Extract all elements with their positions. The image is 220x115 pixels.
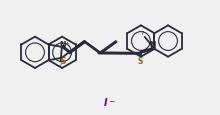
Text: N: N bbox=[149, 41, 156, 50]
Text: N: N bbox=[59, 40, 66, 49]
Text: S: S bbox=[60, 56, 66, 65]
Text: I: I bbox=[104, 98, 107, 107]
Text: I: I bbox=[142, 31, 143, 36]
Text: −: − bbox=[108, 96, 114, 105]
Text: S: S bbox=[137, 57, 143, 66]
Text: I: I bbox=[60, 63, 62, 68]
Text: +: + bbox=[64, 40, 69, 45]
